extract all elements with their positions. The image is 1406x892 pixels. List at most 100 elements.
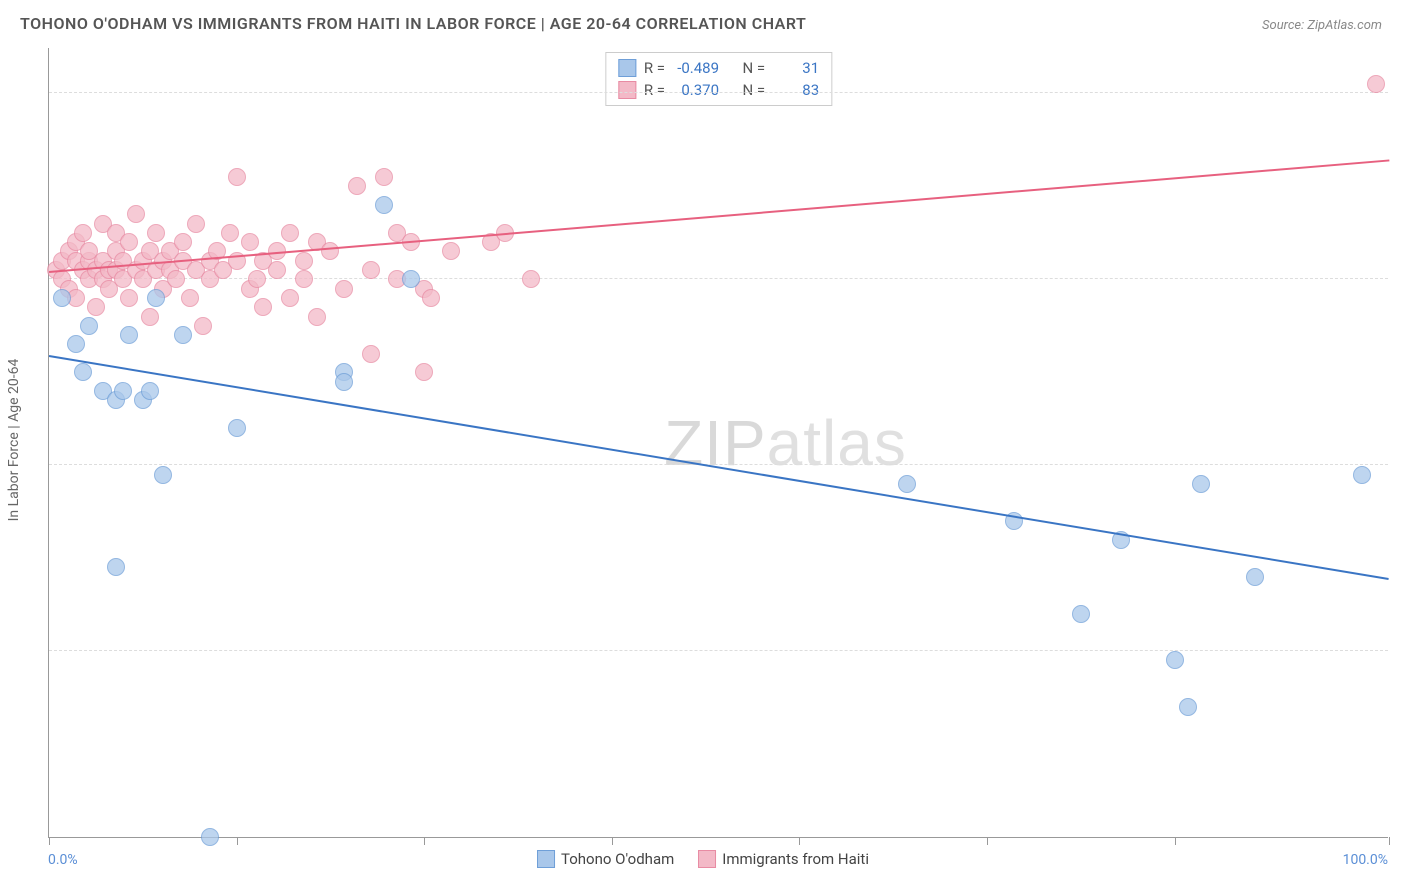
data-point-b bbox=[187, 215, 205, 233]
data-point-b bbox=[141, 308, 159, 326]
data-point-a bbox=[147, 289, 165, 307]
x-tick bbox=[1175, 837, 1176, 845]
data-point-b bbox=[268, 261, 286, 279]
x-tick bbox=[987, 837, 988, 845]
n-value-a: 31 bbox=[773, 59, 819, 77]
data-point-b bbox=[120, 289, 138, 307]
x-label-right: 100.0% bbox=[1343, 852, 1388, 868]
data-point-a bbox=[1179, 698, 1197, 716]
data-point-b bbox=[415, 363, 433, 381]
x-tick bbox=[612, 837, 613, 845]
watermark: ZIPatlas bbox=[664, 406, 907, 480]
data-point-b bbox=[422, 289, 440, 307]
data-point-b bbox=[174, 233, 192, 251]
trend-line-a bbox=[49, 355, 1389, 580]
data-point-b bbox=[295, 270, 313, 288]
swatch-b bbox=[618, 81, 636, 99]
data-point-b bbox=[87, 298, 105, 316]
data-point-a bbox=[1072, 605, 1090, 623]
stats-legend: R = -0.489 N = 31 R = 0.370 N = 83 bbox=[605, 52, 832, 106]
x-tick bbox=[49, 837, 50, 845]
data-point-a bbox=[120, 326, 138, 344]
r-value-a: -0.489 bbox=[673, 59, 719, 77]
source-label: Source: ZipAtlas.com bbox=[1262, 18, 1382, 33]
data-point-a bbox=[74, 363, 92, 381]
data-point-b bbox=[167, 270, 185, 288]
r-label: R = bbox=[644, 59, 665, 77]
y-tick-label: 100.0% bbox=[1396, 69, 1406, 85]
data-point-a bbox=[154, 466, 172, 484]
x-tick bbox=[424, 837, 425, 845]
y-tick-label: 80.0% bbox=[1396, 255, 1406, 271]
data-point-a bbox=[114, 382, 132, 400]
data-point-a bbox=[1166, 651, 1184, 669]
data-point-b bbox=[335, 280, 353, 298]
data-point-b bbox=[221, 224, 239, 242]
x-tick bbox=[799, 837, 800, 845]
gridline bbox=[49, 464, 1388, 465]
series-legend: Tohono O'odham Immigrants from Haiti bbox=[537, 850, 869, 868]
x-label-left: 0.0% bbox=[48, 852, 78, 868]
r-label: R = bbox=[644, 81, 665, 99]
data-point-b bbox=[295, 252, 313, 270]
data-point-b bbox=[281, 224, 299, 242]
data-point-b bbox=[362, 261, 380, 279]
data-point-a bbox=[80, 317, 98, 335]
data-point-a bbox=[1353, 466, 1371, 484]
data-point-a bbox=[402, 270, 420, 288]
data-point-a bbox=[228, 419, 246, 437]
trend-line-b bbox=[49, 160, 1389, 274]
data-point-b bbox=[241, 233, 259, 251]
legend-item-a: Tohono O'odham bbox=[537, 850, 674, 868]
legend-item-b: Immigrants from Haiti bbox=[698, 850, 869, 868]
r-value-b: 0.370 bbox=[673, 81, 719, 99]
swatch-b bbox=[698, 850, 716, 868]
swatch-a bbox=[537, 850, 555, 868]
data-point-b bbox=[194, 317, 212, 335]
watermark-thin: atlas bbox=[767, 407, 907, 479]
data-point-a bbox=[898, 475, 916, 493]
data-point-b bbox=[308, 308, 326, 326]
data-point-b bbox=[181, 289, 199, 307]
data-point-b bbox=[147, 224, 165, 242]
data-point-a bbox=[335, 373, 353, 391]
n-label: N = bbox=[743, 81, 766, 99]
y-tick-label: 40.0% bbox=[1396, 627, 1406, 643]
data-point-b bbox=[375, 168, 393, 186]
data-point-a bbox=[141, 382, 159, 400]
data-point-b bbox=[1367, 75, 1385, 93]
data-point-a bbox=[67, 335, 85, 353]
data-point-a bbox=[1192, 475, 1210, 493]
data-point-b bbox=[522, 270, 540, 288]
n-label: N = bbox=[743, 59, 766, 77]
data-point-a bbox=[1246, 568, 1264, 586]
x-tick bbox=[237, 837, 238, 845]
data-point-b bbox=[127, 205, 145, 223]
chart-title: TOHONO O'ODHAM VS IMMIGRANTS FROM HAITI … bbox=[20, 14, 806, 33]
data-point-b bbox=[228, 168, 246, 186]
data-point-a bbox=[107, 558, 125, 576]
data-point-b bbox=[254, 298, 272, 316]
y-axis-title: In Labor Force | Age 20-64 bbox=[6, 359, 22, 522]
data-point-b bbox=[362, 345, 380, 363]
legend-label-b: Immigrants from Haiti bbox=[722, 850, 869, 868]
data-point-b bbox=[321, 242, 339, 260]
gridline bbox=[49, 650, 1388, 651]
data-point-b bbox=[348, 177, 366, 195]
data-point-b bbox=[248, 270, 266, 288]
stats-row-a: R = -0.489 N = 31 bbox=[618, 57, 819, 79]
data-point-b bbox=[281, 289, 299, 307]
swatch-a bbox=[618, 59, 636, 77]
data-point-a bbox=[53, 289, 71, 307]
x-tick bbox=[1389, 837, 1390, 845]
scatter-plot: R = -0.489 N = 31 R = 0.370 N = 83 ZIPat… bbox=[48, 48, 1388, 838]
n-value-b: 83 bbox=[773, 81, 819, 99]
data-point-a bbox=[375, 196, 393, 214]
y-tick-label: 60.0% bbox=[1396, 441, 1406, 457]
data-point-b bbox=[442, 242, 460, 260]
data-point-b bbox=[120, 233, 138, 251]
data-point-b bbox=[74, 224, 92, 242]
gridline bbox=[49, 92, 1388, 93]
legend-label-a: Tohono O'odham bbox=[561, 850, 674, 868]
data-point-a bbox=[174, 326, 192, 344]
